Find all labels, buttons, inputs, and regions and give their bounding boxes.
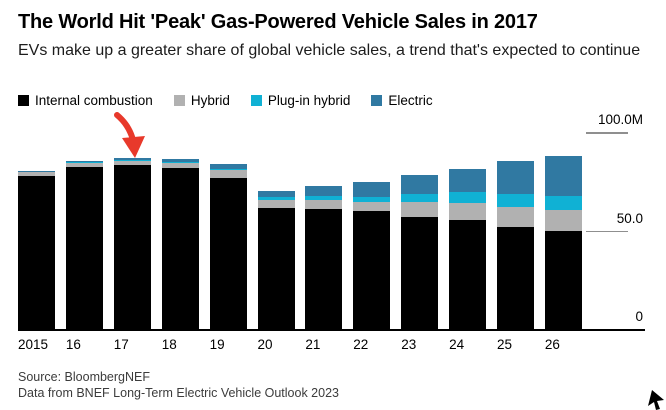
bar-segment-electric	[353, 182, 391, 197]
bar-segment-plug-in-hybrid	[161, 162, 199, 164]
x-tick-label-25: 25	[497, 337, 513, 352]
legend-item-electric: Electric	[371, 93, 433, 108]
bar-segment-electric	[18, 171, 55, 173]
bar-segment-hybrid	[257, 199, 295, 208]
bar-20	[257, 190, 295, 330]
bar-segment-internal-combustion	[305, 208, 343, 330]
legend-item-plug-in-hybrid: Plug-in hybrid	[250, 93, 351, 108]
y-tick-line	[586, 230, 628, 232]
y-tick-label-50-0: 50.0	[616, 210, 643, 226]
bar-segment-hybrid	[401, 201, 439, 217]
bar-2015	[18, 171, 55, 330]
legend-label: Internal combustion	[35, 93, 153, 108]
bar-16	[65, 161, 103, 330]
bar-segment-internal-combustion	[18, 176, 55, 330]
annotation-arrow-icon	[114, 112, 145, 158]
bar-segment-internal-combustion	[209, 178, 247, 330]
legend-label: Electric	[388, 93, 433, 108]
chart-title: The World Hit 'Peak' Gas-Powered Vehicle…	[18, 11, 538, 33]
bar-segment-plug-in-hybrid	[497, 193, 534, 207]
x-axis-line	[18, 329, 645, 331]
legend-label: Plug-in hybrid	[267, 93, 351, 108]
x-tick-label-19: 19	[209, 337, 225, 352]
bar-segment-electric	[305, 186, 343, 196]
bar-segment-internal-combustion	[401, 216, 439, 330]
x-tick-label-2015: 2015	[18, 337, 49, 352]
bar-segment-hybrid	[161, 163, 199, 169]
x-tick-label-17: 17	[113, 337, 129, 352]
bar-segment-internal-combustion	[161, 168, 199, 330]
y-tick-label-0: 0	[635, 309, 643, 324]
bar-segment-hybrid	[353, 202, 391, 211]
bar-segment-internal-combustion	[449, 219, 487, 330]
bar-19	[209, 164, 247, 330]
source-text: Source: BloombergNEF Data from BNEF Long…	[18, 369, 339, 402]
bar-segment-hybrid	[209, 170, 247, 179]
legend-item-internal-combustion: Internal combustion	[18, 93, 153, 108]
plot-area	[18, 133, 588, 330]
bar-26	[544, 155, 582, 330]
bar-segment-hybrid	[18, 172, 55, 177]
bar-segment-plug-in-hybrid	[65, 161, 103, 163]
bar-segment-plug-in-hybrid	[449, 192, 487, 203]
bar-segment-hybrid	[544, 209, 582, 231]
bar-segment-hybrid	[65, 162, 103, 167]
bar-segment-electric	[544, 155, 582, 197]
bar-segment-plug-in-hybrid	[113, 159, 151, 161]
bar-23	[401, 174, 439, 330]
bar-17	[113, 158, 151, 330]
bar-segment-electric	[257, 190, 295, 198]
bar-18	[161, 159, 199, 330]
bar-segment-electric	[449, 168, 487, 193]
bar-segment-electric	[161, 159, 199, 163]
legend-swatch-icon	[371, 95, 383, 106]
bar-segment-electric	[401, 174, 439, 195]
bar-segment-internal-combustion	[497, 226, 534, 330]
bar-22	[353, 182, 391, 330]
bar-segment-hybrid	[449, 202, 487, 220]
bar-segment-electric	[497, 161, 534, 194]
source-line-2: Data from BNEF Long-Term Electric Vehicl…	[18, 386, 339, 401]
x-tick-label-22: 22	[353, 337, 369, 352]
bar-segment-plug-in-hybrid	[544, 196, 582, 210]
bar-21	[305, 186, 343, 330]
x-tick-label-26: 26	[544, 337, 560, 352]
bar-segment-plug-in-hybrid	[305, 195, 343, 200]
x-tick-label-23: 23	[401, 337, 417, 352]
bar-segment-electric	[209, 164, 247, 170]
chart-legend: Internal combustion Hybrid Plug-in hybrid E…	[18, 93, 433, 108]
bar-segment-internal-combustion	[257, 207, 295, 330]
bar-segment-internal-combustion	[65, 166, 103, 330]
x-tick-label-20: 20	[257, 337, 273, 352]
legend-label: Hybrid	[190, 93, 230, 108]
bar-segment-plug-in-hybrid	[353, 196, 391, 203]
x-tick-label-16: 16	[65, 337, 81, 352]
legend-swatch-icon	[18, 95, 29, 106]
bar-segment-internal-combustion	[544, 230, 582, 330]
y-tick-line	[586, 132, 628, 134]
y-tick-label-100-0M: 100.0M	[597, 112, 643, 127]
bar-segment-plug-in-hybrid	[257, 197, 295, 200]
chart-subtitle: EVs make up a greater share of global ve…	[18, 42, 641, 59]
bar-segment-electric	[113, 158, 151, 160]
bar-segment-internal-combustion	[113, 164, 151, 330]
mouse-cursor-icon	[648, 390, 664, 410]
source-line-1: Source: BloombergNEF	[18, 370, 151, 384]
legend-swatch-icon	[173, 95, 185, 106]
x-tick-label-18: 18	[161, 337, 177, 352]
legend-item-hybrid: Hybrid	[173, 93, 230, 108]
bar-segment-internal-combustion	[353, 210, 391, 330]
bar-segment-plug-in-hybrid	[401, 194, 439, 202]
bar-segment-electric	[65, 161, 103, 162]
bar-24	[449, 168, 487, 330]
bar-segment-hybrid	[497, 206, 534, 227]
legend-swatch-icon	[250, 95, 262, 106]
x-tick-label-24: 24	[449, 337, 465, 352]
bar-segment-hybrid	[113, 160, 151, 165]
x-tick-label-21: 21	[305, 337, 321, 352]
bar-segment-plug-in-hybrid	[209, 169, 247, 171]
bar-segment-hybrid	[305, 200, 343, 209]
bar-25	[497, 161, 534, 330]
